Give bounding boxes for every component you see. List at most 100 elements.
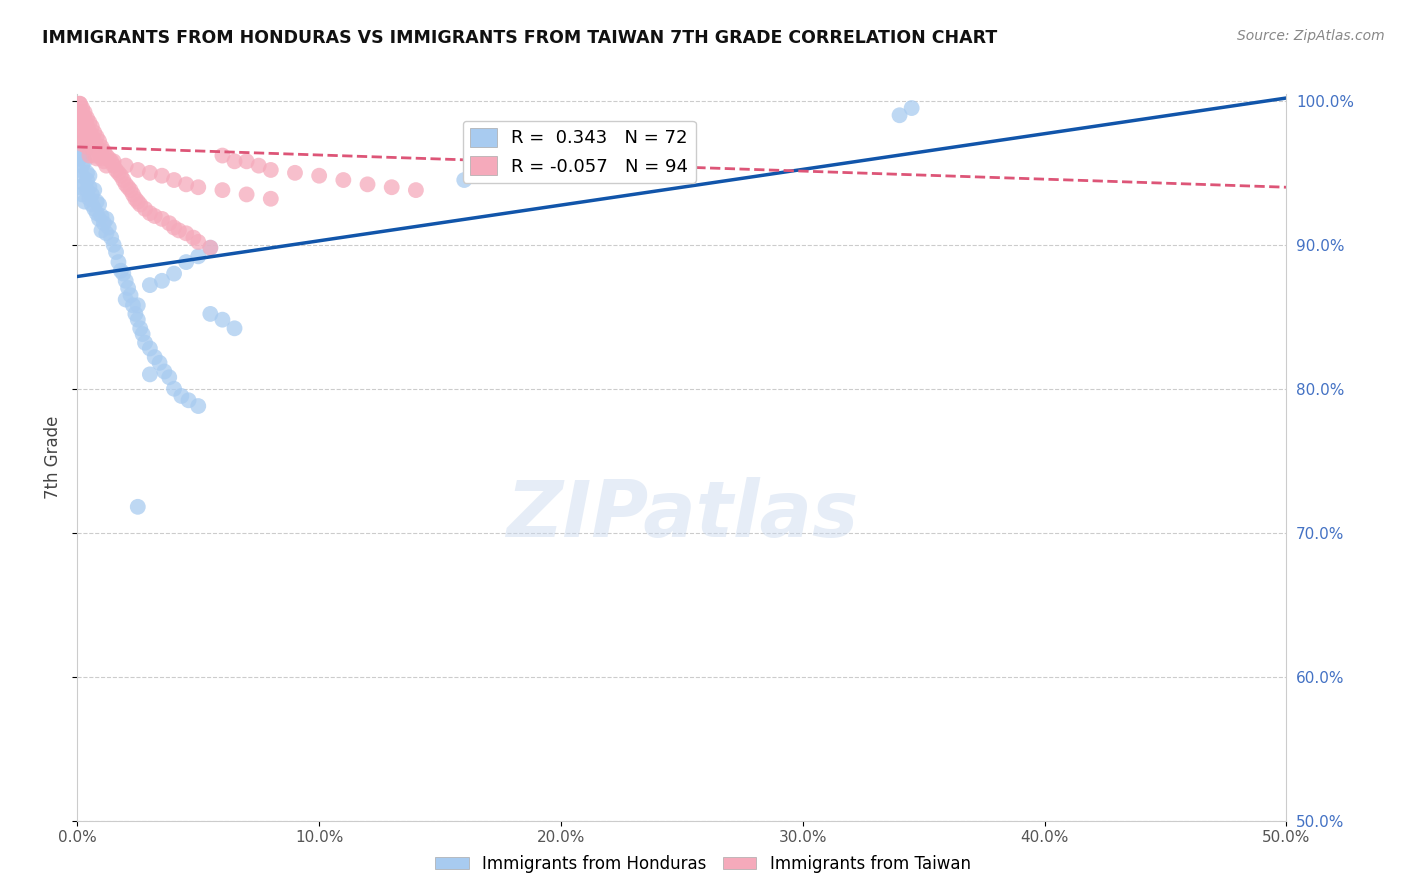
Point — [124, 192, 146, 206]
Point — [163, 173, 186, 187]
Point — [112, 267, 135, 281]
Point — [90, 148, 112, 162]
Point — [235, 187, 257, 202]
Point — [174, 227, 197, 241]
Point — [80, 129, 103, 144]
Point — [97, 220, 120, 235]
Point — [70, 169, 93, 183]
Point — [134, 202, 156, 216]
Point — [70, 148, 93, 162]
Point — [76, 173, 98, 187]
Point — [79, 115, 101, 129]
Y-axis label: 7th Grade: 7th Grade — [44, 416, 62, 499]
Point — [87, 211, 110, 226]
Point — [76, 111, 98, 125]
Point — [103, 237, 125, 252]
Point — [83, 148, 105, 162]
Point — [86, 140, 108, 154]
Point — [83, 183, 105, 197]
Point — [69, 163, 91, 178]
Point — [332, 173, 354, 187]
Point — [308, 169, 330, 183]
Point — [80, 187, 103, 202]
Point — [76, 183, 98, 197]
Point — [247, 159, 270, 173]
Point — [163, 382, 186, 396]
Point — [96, 159, 118, 173]
Point — [87, 145, 110, 159]
Point — [134, 335, 156, 350]
Point — [139, 206, 162, 220]
Point — [86, 194, 108, 209]
Point — [356, 178, 378, 192]
Point — [187, 399, 209, 413]
Point — [122, 298, 145, 312]
Point — [69, 105, 91, 120]
Point — [79, 180, 101, 194]
Point — [69, 180, 91, 194]
Legend: R =  0.343   N = 72, R = -0.057   N = 94: R = 0.343 N = 72, R = -0.057 N = 94 — [463, 120, 696, 183]
Point — [80, 129, 103, 144]
Point — [139, 368, 162, 382]
Point — [76, 120, 98, 134]
Point — [200, 307, 222, 321]
Point — [86, 206, 108, 220]
Point — [80, 120, 103, 134]
Point — [69, 152, 91, 166]
Point — [97, 152, 120, 166]
Point — [73, 115, 96, 129]
Point — [70, 105, 93, 120]
Point — [73, 194, 96, 209]
Point — [70, 101, 93, 115]
Point — [187, 235, 209, 249]
Point — [110, 264, 132, 278]
Point — [143, 209, 166, 223]
Point — [183, 230, 205, 244]
Point — [73, 126, 96, 140]
Point — [79, 126, 101, 140]
Text: IMMIGRANTS FROM HONDURAS VS IMMIGRANTS FROM TAIWAN 7TH GRADE CORRELATION CHART: IMMIGRANTS FROM HONDURAS VS IMMIGRANTS F… — [42, 29, 997, 47]
Point — [139, 166, 162, 180]
Point — [69, 96, 91, 111]
Point — [453, 173, 475, 187]
Point — [127, 500, 149, 514]
Point — [284, 166, 307, 180]
Point — [79, 136, 101, 151]
Point — [87, 134, 110, 148]
Point — [86, 140, 108, 154]
Point — [120, 183, 142, 197]
Point — [103, 154, 125, 169]
Point — [114, 178, 136, 192]
Point — [100, 230, 122, 244]
Point — [131, 327, 153, 342]
Point — [129, 197, 152, 211]
Point — [83, 136, 105, 151]
Point — [83, 202, 105, 216]
Point — [163, 267, 186, 281]
Point — [465, 169, 488, 183]
Point — [76, 129, 98, 144]
Point — [120, 288, 142, 302]
Point — [107, 166, 129, 180]
Point — [83, 126, 105, 140]
Point — [93, 154, 115, 169]
Point — [70, 159, 93, 173]
Point — [73, 178, 96, 192]
Point — [69, 115, 91, 129]
Point — [235, 154, 257, 169]
Point — [105, 245, 128, 260]
Point — [127, 194, 149, 209]
Point — [76, 166, 98, 180]
Point — [157, 370, 180, 384]
Point — [211, 312, 233, 326]
Point — [93, 145, 115, 159]
Point — [69, 96, 91, 111]
Point — [80, 140, 103, 154]
Point — [139, 278, 162, 293]
Point — [122, 187, 145, 202]
Point — [260, 163, 283, 178]
Point — [211, 183, 233, 197]
Point — [127, 163, 149, 178]
Point — [79, 192, 101, 206]
Point — [260, 192, 283, 206]
